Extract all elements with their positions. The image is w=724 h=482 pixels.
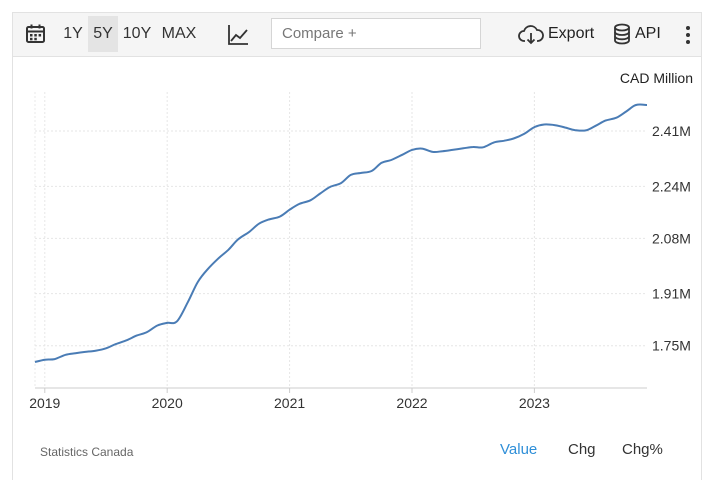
range-button-max[interactable]: MAX	[161, 25, 197, 42]
database-icon[interactable]	[613, 23, 631, 45]
x-tick-label: 2020	[152, 395, 183, 411]
x-tick-label: 2023	[519, 395, 550, 411]
range-button-5y[interactable]: 5Y	[88, 16, 118, 52]
chart-toolbar: 1Y 5Y 10Y MAX Export	[13, 13, 701, 57]
line-chart-icon[interactable]	[227, 24, 249, 46]
kebab-menu-icon[interactable]	[684, 25, 692, 45]
x-tick-label: 2022	[396, 395, 427, 411]
mode-chg-pct-tab[interactable]: Chg%	[622, 441, 663, 458]
mode-value-tab[interactable]: Value	[500, 441, 538, 458]
cloud-download-icon[interactable]	[518, 23, 544, 45]
y-tick-label: 2.08M	[652, 230, 691, 246]
chart-widget: 1Y 5Y 10Y MAX Export	[12, 12, 702, 480]
compare-input[interactable]	[271, 18, 481, 49]
mode-chg-tab[interactable]: Chg	[568, 441, 596, 458]
y-axis-unit-label: CAD Million	[620, 70, 693, 86]
y-tick-label: 2.41M	[652, 123, 691, 139]
api-button[interactable]: API	[635, 25, 661, 42]
export-button[interactable]: Export	[548, 25, 595, 42]
x-tick-label: 2019	[29, 395, 60, 411]
y-tick-label: 1.75M	[652, 338, 691, 354]
source-label: Statistics Canada	[40, 445, 134, 459]
y-tick-label: 1.91M	[652, 286, 691, 302]
range-button-1y[interactable]: 1Y	[63, 25, 83, 42]
y-tick-label: 2.24M	[652, 178, 691, 194]
calendar-icon[interactable]	[25, 23, 47, 45]
x-tick-label: 2021	[274, 395, 305, 411]
line-chart: CAD Million 1.75M 1.91M 2.08M 2.24M 2.41M 20…	[29, 70, 693, 411]
range-button-10y[interactable]: 10Y	[122, 25, 152, 42]
series-line	[34, 103, 648, 363]
